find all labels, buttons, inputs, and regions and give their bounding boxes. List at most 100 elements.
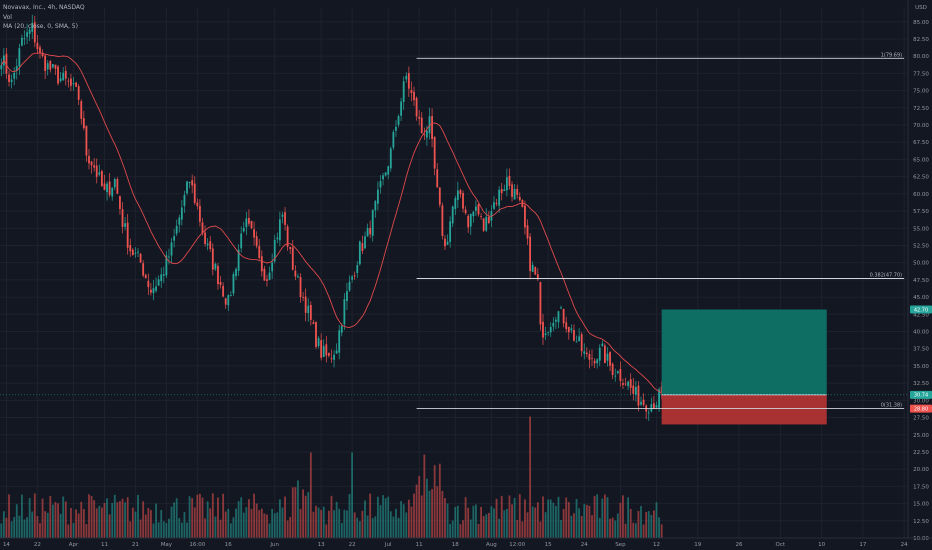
candle-body: [312, 322, 315, 324]
candle-body: [8, 74, 10, 83]
volume-bar: [95, 508, 98, 538]
volume-bar: [15, 504, 18, 538]
candle-body: [428, 116, 431, 134]
volume-bar: [183, 512, 186, 538]
volume-bar: [451, 520, 454, 538]
candle-body: [503, 189, 506, 192]
price-axis-tick: 12.50: [913, 519, 929, 525]
volume-bar: [338, 508, 341, 538]
time-axis-tick: Apr: [69, 542, 79, 548]
candle-body: [505, 177, 508, 191]
volume-bar: [619, 502, 622, 538]
volume-bar: [544, 512, 547, 538]
volume-bar: [103, 502, 106, 538]
volume-bar: [121, 498, 124, 538]
candle-body: [103, 183, 106, 190]
candle-body: [400, 101, 403, 116]
candle-body: [431, 116, 433, 140]
volume-bar: [384, 498, 387, 538]
candle-body: [364, 236, 366, 249]
time-axis-tick: Aug: [486, 542, 497, 548]
time-axis-tick: 16:00: [189, 542, 205, 548]
candle-body: [116, 179, 119, 194]
candle-body: [139, 253, 142, 263]
price-axis-tick: 52.50: [913, 243, 929, 249]
volume-bar: [583, 504, 586, 538]
volume-bar: [433, 465, 436, 538]
candle-body: [98, 172, 101, 175]
volume-bar: [389, 511, 392, 538]
time-axis-tick: 18: [452, 542, 459, 548]
volume-bar: [180, 522, 183, 538]
candle-body: [619, 368, 622, 381]
volume-bar: [495, 498, 498, 538]
volume-bar: [18, 515, 21, 538]
candle-body: [521, 200, 524, 208]
volume-bar: [294, 487, 297, 538]
candle-body: [374, 201, 377, 211]
volume-bar: [10, 521, 13, 538]
price-axis-tick: 30.00: [913, 398, 929, 404]
volume-bar: [41, 498, 44, 538]
volume-bar: [13, 517, 16, 538]
price-tag: [910, 305, 932, 314]
volume-bar: [591, 515, 593, 538]
candle-body: [348, 281, 351, 291]
volume-bar: [573, 513, 575, 538]
candle-body: [557, 311, 560, 323]
candle-body: [322, 346, 325, 358]
candle-body: [389, 148, 392, 169]
volume-bar: [131, 507, 134, 538]
volume-bar: [286, 520, 289, 538]
candle-body: [464, 209, 467, 214]
candle-body: [609, 351, 611, 366]
legend-ma: MA (20, close, 0, SMA, 5): [3, 23, 78, 30]
candle-body: [387, 166, 390, 175]
candle-body: [219, 281, 222, 285]
candle-body: [335, 350, 338, 354]
price-axis-tick: 70.00: [913, 123, 929, 129]
volume-bar: [49, 495, 52, 538]
candle-body: [278, 219, 281, 241]
candle-body: [85, 125, 88, 156]
volume-bar: [217, 497, 219, 538]
volume-bar: [524, 499, 526, 538]
candle-body: [596, 359, 599, 364]
price-axis-tick: 45.00: [913, 295, 929, 301]
volume-bar: [459, 524, 462, 538]
candle-body: [402, 81, 405, 102]
candle-body: [77, 86, 80, 100]
candle-body: [562, 309, 565, 324]
candle-body: [224, 298, 227, 305]
volume-bar: [539, 521, 542, 538]
volume-bar: [162, 521, 165, 538]
volume-bar: [369, 493, 372, 538]
volume-bar: [26, 517, 28, 538]
candle-body: [211, 248, 214, 270]
volume-bar: [2, 511, 5, 538]
volume-bar: [312, 511, 315, 538]
volume-bar: [209, 508, 212, 538]
volume-bar: [88, 494, 90, 538]
candle-body: [250, 220, 253, 229]
candle-body: [573, 329, 575, 341]
price-axis-tick: 15.00: [913, 502, 929, 508]
candle-body: [598, 347, 601, 361]
volume-bar: [598, 517, 601, 538]
volume-bar: [340, 522, 343, 538]
volume-bar: [268, 523, 271, 538]
candle-body: [175, 225, 178, 234]
volume-bar: [472, 505, 475, 538]
candle-body: [119, 196, 121, 210]
candle-body: [467, 215, 470, 228]
candle-body: [206, 243, 209, 246]
candle-body: [578, 336, 581, 342]
volume-bar: [588, 505, 591, 538]
volume-bar: [469, 519, 472, 538]
volume-bar: [320, 509, 323, 538]
time-axis-tick: 24: [581, 542, 588, 548]
volume-bar: [482, 516, 485, 538]
time-axis-tick: 22: [349, 542, 356, 548]
volume-bar: [152, 523, 155, 538]
